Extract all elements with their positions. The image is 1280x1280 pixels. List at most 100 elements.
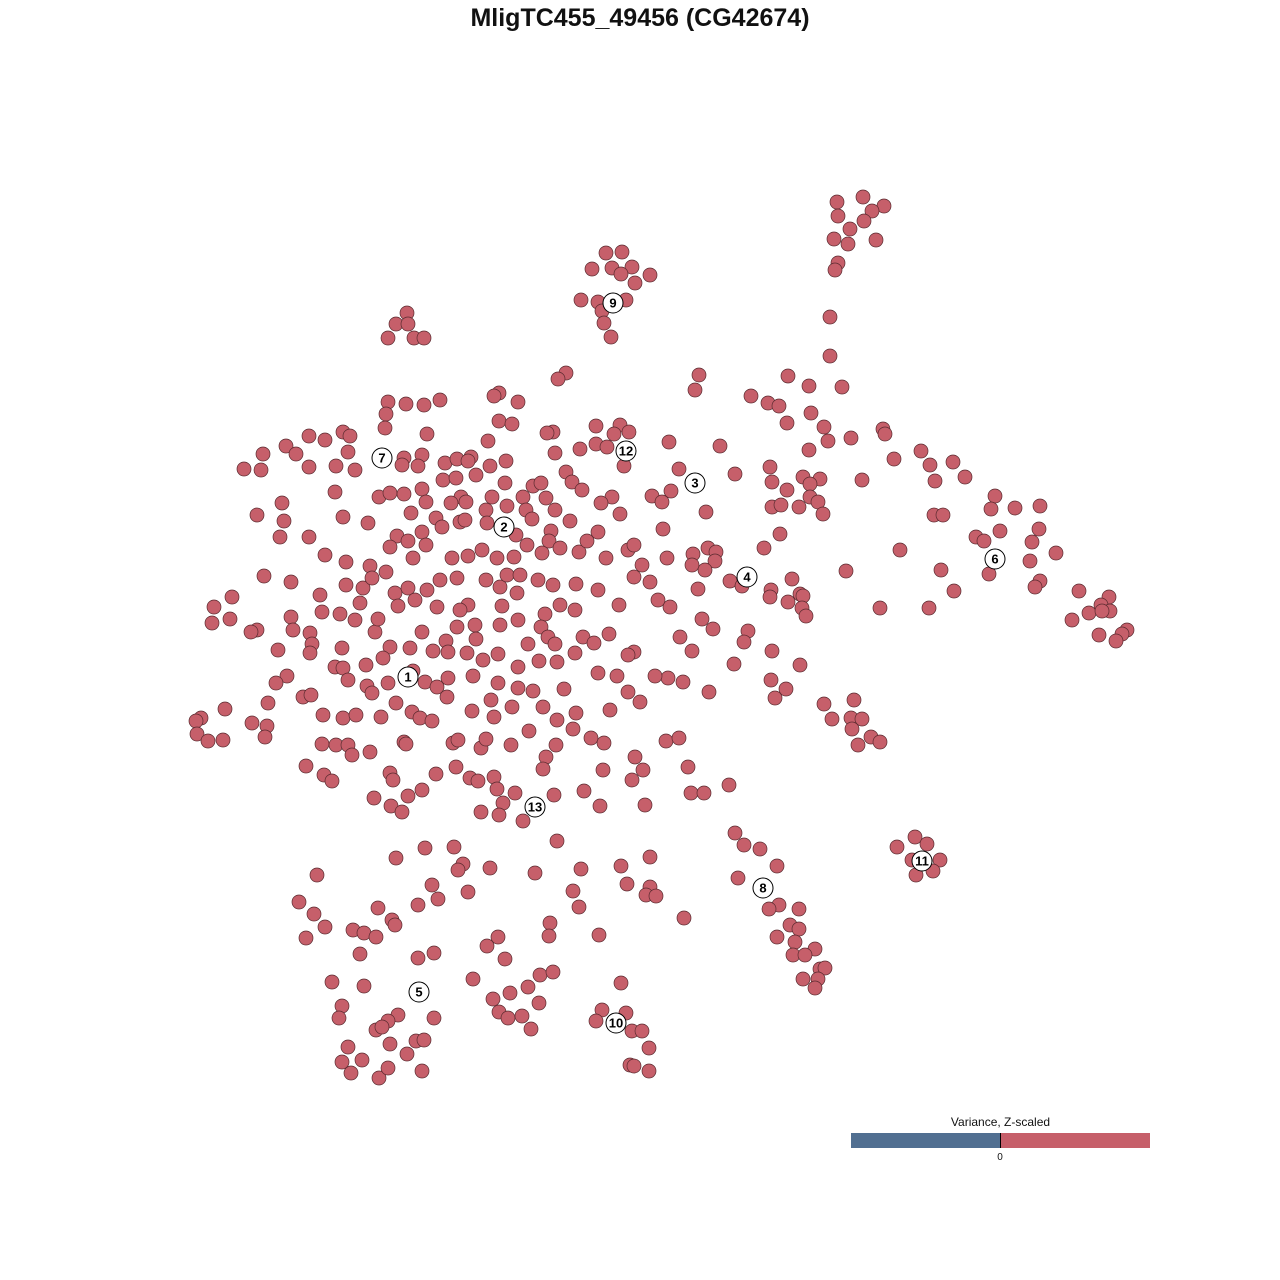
data-point xyxy=(418,494,434,510)
data-point xyxy=(490,646,506,662)
data-point xyxy=(278,438,294,454)
data-point xyxy=(367,624,383,640)
data-point xyxy=(983,501,999,517)
data-point xyxy=(1091,627,1107,643)
data-point xyxy=(215,732,231,748)
data-point xyxy=(435,472,451,488)
data-point xyxy=(736,634,752,650)
data-point xyxy=(515,813,531,829)
data-point xyxy=(490,929,506,945)
data-point xyxy=(756,540,772,556)
data-point xyxy=(850,737,866,753)
data-point xyxy=(370,611,386,627)
data-point xyxy=(593,495,609,511)
legend-colorbar xyxy=(851,1133,1150,1148)
data-point xyxy=(331,1010,347,1026)
data-point xyxy=(416,397,432,413)
data-point xyxy=(762,459,778,475)
data-point xyxy=(791,901,807,917)
data-point xyxy=(432,392,448,408)
data-point xyxy=(506,549,522,565)
data-point xyxy=(491,413,507,429)
data-point xyxy=(382,539,398,555)
data-point xyxy=(791,499,807,515)
data-point xyxy=(642,267,658,283)
data-point xyxy=(802,476,818,492)
data-point xyxy=(596,315,612,331)
data-point xyxy=(204,615,220,631)
data-point xyxy=(556,681,572,697)
data-point xyxy=(763,672,779,688)
data-point xyxy=(1064,612,1080,628)
data-point xyxy=(340,672,356,688)
data-point xyxy=(588,1013,604,1029)
data-point xyxy=(400,533,416,549)
data-point xyxy=(388,850,404,866)
data-point xyxy=(661,434,677,450)
data-point xyxy=(533,619,549,635)
data-point xyxy=(659,550,675,566)
data-point xyxy=(478,572,494,588)
data-point xyxy=(514,1008,530,1024)
data-point xyxy=(824,711,840,727)
data-point xyxy=(500,1010,516,1026)
data-point xyxy=(410,458,426,474)
data-point xyxy=(614,244,630,260)
data-point xyxy=(801,442,817,458)
data-point xyxy=(249,507,265,523)
data-point xyxy=(444,550,460,566)
data-point xyxy=(222,611,238,627)
data-point xyxy=(368,929,384,945)
cluster-label-badge xyxy=(397,666,419,688)
data-point xyxy=(302,645,318,661)
data-point xyxy=(598,550,614,566)
data-point xyxy=(791,921,807,937)
data-point xyxy=(877,426,893,442)
cluster-label-badge xyxy=(911,850,933,872)
data-point xyxy=(648,888,664,904)
data-point xyxy=(538,490,554,506)
data-point xyxy=(684,557,700,573)
cluster-label: 12 xyxy=(615,440,637,462)
data-point xyxy=(691,367,707,383)
data-point xyxy=(342,428,358,444)
data-point xyxy=(816,696,832,712)
data-point xyxy=(244,715,260,731)
data-point xyxy=(417,840,433,856)
data-point xyxy=(721,777,737,793)
data-point xyxy=(378,564,394,580)
data-point xyxy=(624,259,640,275)
data-point xyxy=(429,599,445,615)
data-point xyxy=(458,494,474,510)
data-point xyxy=(497,475,513,491)
data-point xyxy=(545,964,561,980)
data-point xyxy=(449,619,465,635)
data-point xyxy=(486,388,502,404)
data-point xyxy=(1022,553,1038,569)
data-point xyxy=(624,772,640,788)
data-point xyxy=(426,1010,442,1026)
cluster-label: 5 xyxy=(408,981,430,1003)
data-point xyxy=(317,547,333,563)
data-point xyxy=(489,781,505,797)
data-point xyxy=(1007,500,1023,516)
data-point xyxy=(499,498,515,514)
data-point xyxy=(306,906,322,922)
data-point xyxy=(687,382,703,398)
data-point xyxy=(1048,545,1064,561)
data-point xyxy=(562,513,578,529)
cluster-label: 3 xyxy=(684,472,706,494)
cluster-label: 13 xyxy=(524,796,546,818)
data-point xyxy=(535,761,551,777)
data-point xyxy=(503,737,519,753)
data-point xyxy=(276,513,292,529)
data-point xyxy=(599,439,615,455)
data-point xyxy=(424,877,440,893)
color-legend: Variance, Z-scaled 0 xyxy=(851,1114,1150,1163)
data-point xyxy=(613,858,629,874)
data-point xyxy=(360,515,376,531)
data-point xyxy=(243,624,259,640)
data-point xyxy=(390,598,406,614)
data-point xyxy=(535,699,551,715)
data-point xyxy=(568,705,584,721)
